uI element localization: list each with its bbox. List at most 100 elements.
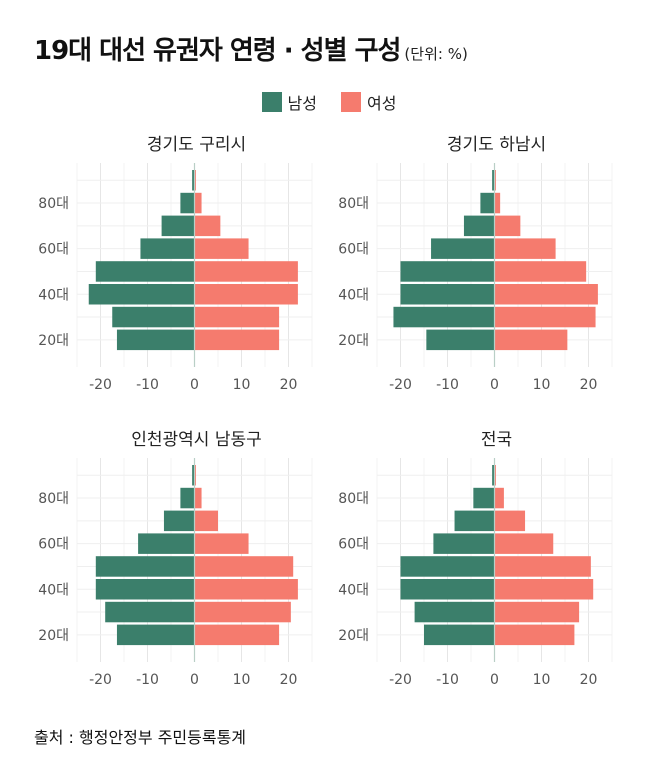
bar-male [138, 533, 195, 554]
legend-item-female: 여성 [341, 90, 396, 114]
y-tick-label: 40대 [338, 287, 369, 303]
bar-female [194, 238, 249, 259]
bar-male [400, 284, 495, 305]
y-tick-label: 20대 [38, 333, 69, 349]
bar-female [194, 215, 221, 237]
chart-title-text: 19대 대선 유권자 연령 · 성별 구성 [34, 36, 401, 66]
bar-male [95, 261, 195, 282]
bar-male [400, 261, 495, 282]
bar-female [494, 306, 596, 328]
x-tick-label: -20 [389, 377, 412, 393]
bar-male [95, 556, 195, 577]
chart-title: 19대 대선 유권자 연령 · 성별 구성 (단위: %) [34, 30, 468, 67]
bar-female [194, 533, 249, 554]
bar-female [494, 192, 501, 214]
bar-female [194, 284, 298, 305]
legend-swatch-male [261, 92, 282, 112]
bar-female [194, 510, 218, 532]
x-tick-label: 0 [190, 377, 199, 393]
x-tick-label: -10 [136, 672, 159, 688]
bar-female [494, 579, 594, 600]
bar-male [192, 170, 195, 191]
bar-male [393, 306, 495, 328]
source-note: 출처 : 행정안정부 주민등록통계 [34, 728, 247, 747]
bar-male [161, 215, 195, 237]
bar-male [463, 215, 495, 237]
pyramid-chart-svg: 경기도 구리시 20대 40대 60대 80대 -20 -10 0 10 20 [38, 135, 313, 393]
y-tick-label: 40대 [38, 582, 69, 598]
x-tick-label: 0 [190, 672, 199, 688]
bar-female [494, 624, 575, 646]
legend-label-male: 남성 [287, 94, 317, 113]
bar-female [494, 261, 587, 282]
x-tick-label: -10 [436, 377, 459, 393]
panel-namdong: 인천광역시 남동구 20대 40대 60대 80대 -20 -10 0 10 20 [22, 420, 322, 705]
bar-male [400, 579, 495, 600]
x-tick-label: 20 [580, 377, 598, 393]
x-tick-label: 0 [490, 672, 499, 688]
bar-male [192, 465, 195, 486]
bar-male [473, 487, 495, 509]
bar-female [494, 556, 591, 577]
unit-label: (단위: %) [404, 45, 468, 63]
bar-female [194, 306, 280, 328]
bar-male [414, 601, 495, 623]
bar-male [95, 579, 195, 600]
bar-female [494, 215, 521, 237]
panel-title: 경기도 구리시 [147, 135, 246, 155]
panel-title: 경기도 하남시 [447, 135, 546, 155]
x-tick-label: 10 [533, 377, 551, 393]
bar-female [494, 329, 568, 351]
bar-male [492, 170, 495, 191]
bar-male [112, 306, 195, 328]
x-tick-label: -20 [389, 672, 412, 688]
bar-female [494, 533, 554, 554]
x-tick-label: 20 [280, 377, 298, 393]
x-tick-label: 0 [490, 377, 499, 393]
pyramid-chart-svg: 전국 20대 40대 60대 80대 -20 -10 0 10 20 [338, 430, 613, 688]
x-tick-label: 10 [233, 377, 251, 393]
bar-male [431, 238, 495, 259]
bar-female [194, 192, 202, 214]
bar-male [105, 601, 195, 623]
x-tick-label: -20 [89, 672, 112, 688]
bar-female [494, 601, 580, 623]
bar-male [480, 192, 495, 214]
bar-female [194, 329, 280, 351]
legend-swatch-female [341, 92, 361, 112]
bar-female [494, 284, 598, 305]
bar-male [433, 533, 495, 554]
x-tick-label: 10 [533, 672, 551, 688]
bar-male [88, 284, 195, 305]
x-tick-label: -20 [89, 377, 112, 393]
x-tick-label: -10 [136, 377, 159, 393]
bar-male [426, 329, 495, 351]
y-tick-label: 60대 [38, 242, 69, 258]
y-tick-label: 80대 [338, 491, 369, 507]
bar-male [116, 329, 195, 351]
legend: 남성 여성 [0, 90, 658, 114]
y-tick-label: 80대 [338, 196, 369, 212]
bar-female [194, 579, 298, 600]
bar-female [194, 170, 196, 191]
legend-label-female: 여성 [367, 94, 397, 113]
x-tick-label: 10 [233, 672, 251, 688]
y-tick-label: 20대 [338, 628, 369, 644]
bar-male [140, 238, 195, 259]
bar-female [494, 510, 526, 532]
bar-female [194, 465, 196, 486]
bar-male [180, 192, 195, 214]
bar-female [194, 624, 280, 646]
panel-title: 전국 [481, 430, 512, 450]
x-tick-label: -10 [436, 672, 459, 688]
bar-male [180, 487, 195, 509]
bar-female [494, 238, 556, 259]
bar-male [492, 465, 495, 486]
bar-female [494, 170, 496, 191]
bar-female [194, 261, 298, 282]
x-tick-label: 20 [280, 672, 298, 688]
bar-male [163, 510, 195, 532]
bar-female [194, 556, 294, 577]
x-tick-label: 20 [580, 672, 598, 688]
bar-female [494, 487, 504, 509]
